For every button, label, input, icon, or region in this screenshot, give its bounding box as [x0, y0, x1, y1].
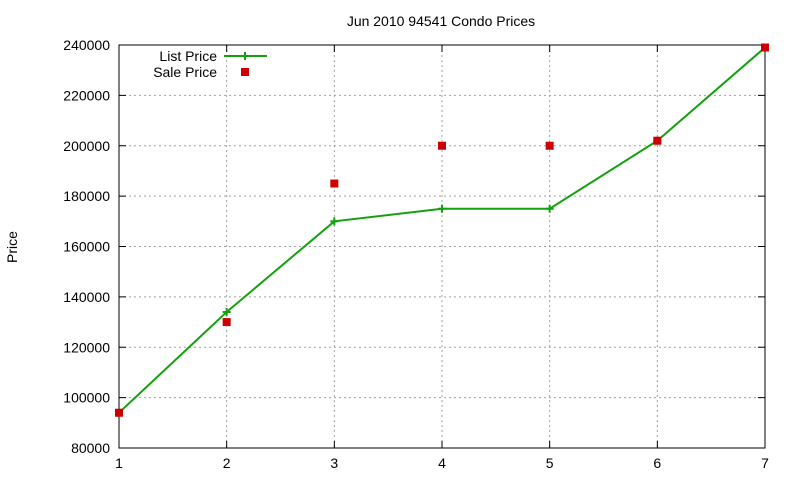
y-tick-label: 100000: [63, 390, 110, 406]
series-1: [115, 43, 769, 417]
x-tick-label: 2: [223, 455, 231, 471]
x-tick-label: 3: [330, 455, 338, 471]
legend-label: List Price: [159, 48, 217, 64]
y-tick-label: 220000: [63, 87, 110, 103]
data-point: [330, 217, 339, 226]
y-tick-labels: 80000 100000 120000 140000 160000 180000 20000…: [63, 37, 110, 456]
legend-item-1: Sale Price: [153, 64, 249, 80]
axes: [118, 44, 766, 449]
y-tick-label: 140000: [63, 289, 110, 305]
y-axis-label: Price: [4, 231, 20, 263]
x-tick-label: 4: [438, 455, 446, 471]
data-point: [653, 136, 662, 145]
y-tick-label: 200000: [63, 138, 110, 154]
data-point: [438, 204, 446, 213]
x-tick-label: 7: [761, 455, 769, 471]
series-layer: [115, 43, 769, 417]
legend-item-0: List Price: [159, 48, 267, 64]
data-point: [222, 318, 231, 327]
x-tick-label: 5: [546, 455, 554, 471]
y-tick-label: 120000: [63, 339, 110, 355]
y-tick-label: 80000: [71, 440, 110, 456]
x-tick-labels: 1 2 3 4 5 6 7: [115, 455, 769, 471]
data-point: [330, 179, 339, 188]
y-tick-label: 240000: [63, 37, 110, 53]
grid-lines: [119, 45, 765, 448]
data-point: [761, 43, 769, 52]
plot-border: [118, 44, 766, 449]
data-point: [115, 408, 123, 417]
x-tick-label: 1: [115, 455, 123, 471]
chart-title: Jun 2010 94541 Condo Prices: [347, 13, 535, 29]
y-tick-label: 160000: [63, 239, 110, 255]
data-point: [438, 141, 446, 150]
y-tick-label: 180000: [63, 188, 110, 204]
data-point: [545, 204, 554, 213]
data-point: [545, 141, 554, 150]
legend-square-sample: [241, 68, 249, 76]
data-point: [222, 307, 231, 316]
x-tick-label: 6: [653, 455, 661, 471]
legend-label: Sale Price: [153, 64, 217, 80]
